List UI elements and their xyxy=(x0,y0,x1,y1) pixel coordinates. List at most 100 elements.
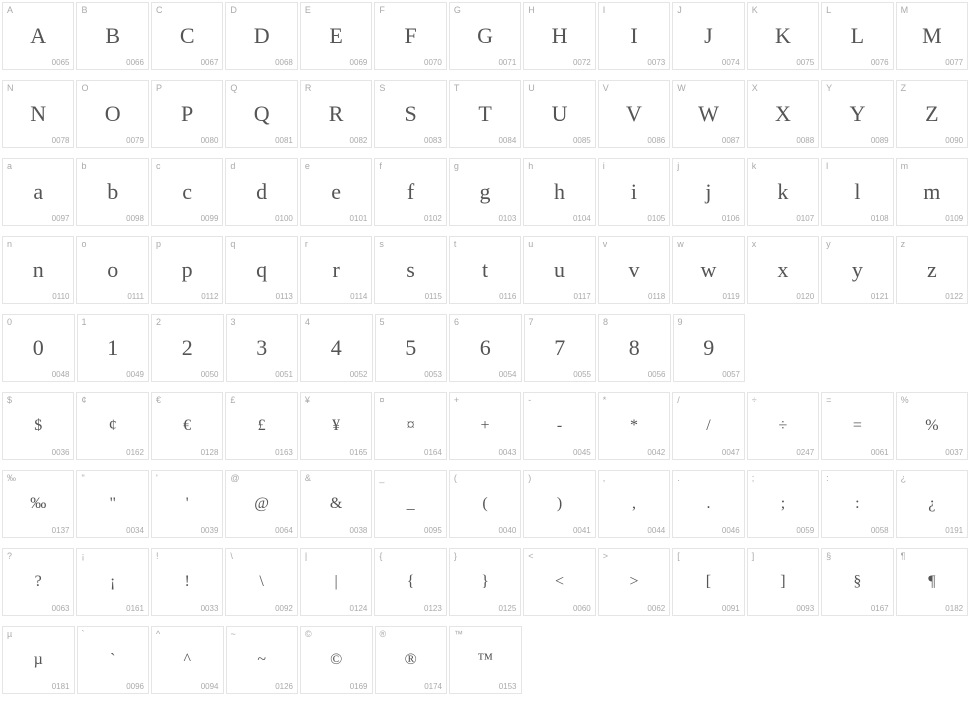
char-cell[interactable]: --0045 xyxy=(523,392,595,460)
char-cell[interactable]: SS0083 xyxy=(374,80,446,148)
char-cell[interactable]: €€0128 xyxy=(151,392,223,460)
char-cell[interactable]: 440052 xyxy=(300,314,373,382)
char-cell[interactable]: tt0116 xyxy=(449,236,521,304)
char-cell[interactable]: CC0067 xyxy=(151,2,223,70)
char-cell[interactable]: dd0100 xyxy=(225,158,297,226)
char-cell[interactable]: TT0084 xyxy=(449,80,521,148)
char-cell[interactable]: ¤¤0164 xyxy=(374,392,446,460)
char-cell[interactable]: 990057 xyxy=(673,314,746,382)
char-cell[interactable]: §§0167 xyxy=(821,548,893,616)
char-cell[interactable]: 110049 xyxy=(77,314,150,382)
char-cell[interactable]: ||0124 xyxy=(300,548,372,616)
char-cell[interactable]: OO0079 xyxy=(76,80,148,148)
char-cell[interactable]: ^^0094 xyxy=(151,626,224,694)
char-cell[interactable]: @@0064 xyxy=(225,470,297,538)
char-cell[interactable]: ÷÷0247 xyxy=(747,392,819,460)
char-cell[interactable]: <<0060 xyxy=(523,548,595,616)
char-cell[interactable]: $$0036 xyxy=(2,392,74,460)
char-cell[interactable]: ZZ0090 xyxy=(896,80,968,148)
char-cell[interactable]: FF0070 xyxy=(374,2,446,70)
char-cell[interactable]: __0095 xyxy=(374,470,446,538)
char-cell[interactable]: cc0099 xyxy=(151,158,223,226)
char-cell[interactable]: ¶¶0182 xyxy=(896,548,968,616)
char-cell[interactable]: **0042 xyxy=(598,392,670,460)
char-cell[interactable]: AA0065 xyxy=(2,2,74,70)
char-cell[interactable]: ¥¥0165 xyxy=(300,392,372,460)
char-cell[interactable]: aa0097 xyxy=(2,158,74,226)
char-cell[interactable]: 550053 xyxy=(375,314,448,382)
char-cell[interactable]: VV0086 xyxy=(598,80,670,148)
char-cell[interactable]: ©©0169 xyxy=(300,626,373,694)
char-cell[interactable]: ~~0126 xyxy=(226,626,299,694)
char-cell[interactable]: HH0072 xyxy=(523,2,595,70)
char-cell[interactable]: UU0085 xyxy=(523,80,595,148)
char-cell[interactable]: RR0082 xyxy=(300,80,372,148)
char-cell[interactable]: 000048 xyxy=(2,314,75,382)
char-cell[interactable]: 880056 xyxy=(598,314,671,382)
char-cell[interactable]: ii0105 xyxy=(598,158,670,226)
char-cell[interactable]: !!0033 xyxy=(151,548,223,616)
char-cell[interactable]: gg0103 xyxy=(449,158,521,226)
char-cell[interactable]: xx0120 xyxy=(747,236,819,304)
char-cell[interactable]: ;;0059 xyxy=(747,470,819,538)
char-cell[interactable]: ‰‰0137 xyxy=(2,470,74,538)
char-cell[interactable]: KK0075 xyxy=(747,2,819,70)
char-cell[interactable]: DD0068 xyxy=(225,2,297,70)
char-cell[interactable]: ..0046 xyxy=(672,470,744,538)
char-cell[interactable]: NN0078 xyxy=(2,80,74,148)
char-cell[interactable]: YY0089 xyxy=(821,80,893,148)
char-cell[interactable]: ""0034 xyxy=(76,470,148,538)
char-cell[interactable]: pp0112 xyxy=(151,236,223,304)
char-cell[interactable]: uu0117 xyxy=(523,236,595,304)
char-cell[interactable]: bb0098 xyxy=(76,158,148,226)
char-cell[interactable]: kk0107 xyxy=(747,158,819,226)
char-cell[interactable]: µµ0181 xyxy=(2,626,75,694)
char-cell[interactable]: BB0066 xyxy=(76,2,148,70)
char-cell[interactable]: mm0109 xyxy=(896,158,968,226)
char-cell[interactable]: {{0123 xyxy=(374,548,446,616)
char-cell[interactable]: 220050 xyxy=(151,314,224,382)
char-cell[interactable]: EE0069 xyxy=(300,2,372,70)
char-cell[interactable]: QQ0081 xyxy=(225,80,297,148)
char-cell[interactable]: }}0125 xyxy=(449,548,521,616)
char-cell[interactable]: >>0062 xyxy=(598,548,670,616)
char-cell[interactable]: &&0038 xyxy=(300,470,372,538)
char-cell[interactable]: ww0119 xyxy=(672,236,744,304)
char-cell[interactable]: 330051 xyxy=(226,314,299,382)
char-cell[interactable]: ee0101 xyxy=(300,158,372,226)
char-cell[interactable]: ™™0153 xyxy=(449,626,522,694)
char-cell[interactable]: ''0039 xyxy=(151,470,223,538)
char-cell[interactable]: ®®0174 xyxy=(375,626,448,694)
char-cell[interactable]: 770055 xyxy=(524,314,597,382)
char-cell[interactable]: 660054 xyxy=(449,314,522,382)
char-cell[interactable]: ((0040 xyxy=(449,470,521,538)
char-cell[interactable]: nn0110 xyxy=(2,236,74,304)
char-cell[interactable]: XX0088 xyxy=(747,80,819,148)
char-cell[interactable]: LL0076 xyxy=(821,2,893,70)
char-cell[interactable]: ))0041 xyxy=(523,470,595,538)
char-cell[interactable]: vv0118 xyxy=(598,236,670,304)
char-cell[interactable]: ¡¡0161 xyxy=(76,548,148,616)
char-cell[interactable]: yy0121 xyxy=(821,236,893,304)
char-cell[interactable]: %%0037 xyxy=(896,392,968,460)
char-cell[interactable]: \\0092 xyxy=(225,548,297,616)
char-cell[interactable]: ff0102 xyxy=(374,158,446,226)
char-cell[interactable]: ]]0093 xyxy=(747,548,819,616)
char-cell[interactable]: ss0115 xyxy=(374,236,446,304)
char-cell[interactable]: ¢¢0162 xyxy=(76,392,148,460)
char-cell[interactable]: hh0104 xyxy=(523,158,595,226)
char-cell[interactable]: zz0122 xyxy=(896,236,968,304)
char-cell[interactable]: //0047 xyxy=(672,392,744,460)
char-cell[interactable]: ll0108 xyxy=(821,158,893,226)
char-cell[interactable]: qq0113 xyxy=(225,236,297,304)
char-cell[interactable]: ``0096 xyxy=(77,626,150,694)
char-cell[interactable]: JJ0074 xyxy=(672,2,744,70)
char-cell[interactable]: ££0163 xyxy=(225,392,297,460)
char-cell[interactable]: ¿¿0191 xyxy=(896,470,968,538)
char-cell[interactable]: jj0106 xyxy=(672,158,744,226)
char-cell[interactable]: [[0091 xyxy=(672,548,744,616)
char-cell[interactable]: WW0087 xyxy=(672,80,744,148)
char-cell[interactable]: ::0058 xyxy=(821,470,893,538)
char-cell[interactable]: GG0071 xyxy=(449,2,521,70)
char-cell[interactable]: oo0111 xyxy=(76,236,148,304)
